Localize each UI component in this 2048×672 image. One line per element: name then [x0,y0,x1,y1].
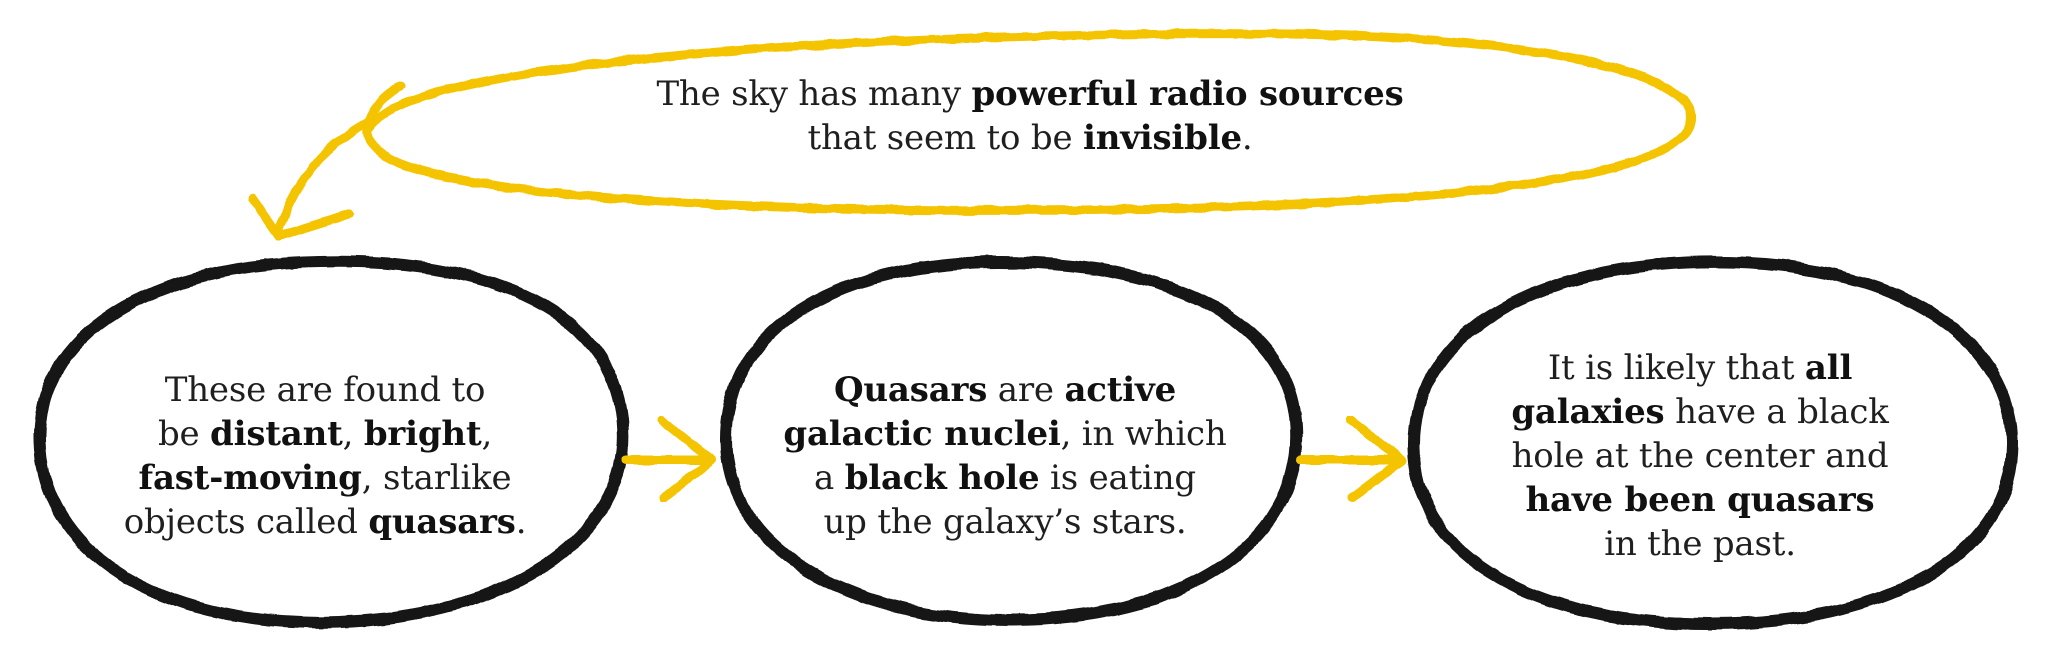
plain-text: The sky has many [656,74,972,114]
middle-text-line: a black hole is eating [740,456,1270,500]
right-text-line: in the past. [1430,522,1970,566]
right-text-line: have been quasars [1430,478,1970,522]
right-node-text: It is likely that all galaxies have a bla… [1430,346,1970,566]
emphasized-text: invisible [1082,118,1242,158]
emphasized-text: powerful radio sources [971,74,1404,114]
left-node-text: These are found to be distant, bright, fas… [60,368,590,544]
plain-text: . [1241,118,1253,158]
emphasized-text: all [1804,348,1853,388]
right-text-line: galaxies have a black [1430,390,1970,434]
plain-text: These are found to [164,370,486,410]
emphasized-text: active [1064,370,1176,410]
emphasized-text: black hole [844,458,1040,498]
plain-text: , [481,414,493,454]
middle-text-line: galactic nuclei, in which [740,412,1270,456]
plain-text: a [814,458,845,498]
emphasized-text: bright [363,414,482,454]
middle-node-text: Quasars are active galactic nuclei, in wh… [740,368,1270,544]
top-text-line: The sky has many powerful radio sources [560,72,1500,116]
top-yellow-ellipse [363,29,1696,215]
arrow-left-to-middle [621,415,717,503]
emphasized-text: fast-moving [138,458,362,498]
right-text-line: hole at the center and [1430,434,1970,478]
emphasized-text: galactic nuclei [783,414,1061,454]
plain-text: that seem to be [807,118,1083,158]
left-text-line: fast-moving, starlike [60,456,590,500]
emphasized-text: quasars [368,502,516,542]
plain-text: , [342,414,364,454]
middle-black-ellipse [720,256,1303,626]
plain-text: are [987,370,1065,410]
plain-text: It is likely that [1547,348,1805,388]
top-text-line: that seem to be invisible. [560,116,1500,160]
emphasized-text: galaxies [1511,392,1665,432]
arrow-middle-to-right [1295,415,1407,503]
right-black-ellipse [1407,255,2019,630]
emphasized-text: have been quasars [1525,480,1875,520]
plain-text: objects called [123,502,369,542]
middle-text-line: Quasars are active [740,368,1270,412]
top-node-text: The sky has many powerful radio sources t… [560,72,1500,160]
right-text-line: It is likely that all [1430,346,1970,390]
emphasized-text: distant [210,414,343,454]
plain-text: , in which [1060,414,1227,454]
plain-text: . [515,502,527,542]
plain-text: up the galaxy’s stars. [823,502,1187,542]
plain-text: , starlike [361,458,512,498]
plain-text: in the past. [1604,524,1796,564]
plain-text: have a black [1664,392,1889,432]
left-black-ellipse [33,255,629,629]
plain-text: be [157,414,211,454]
left-text-line: objects called quasars. [60,500,590,544]
left-text-line: These are found to [60,368,590,412]
middle-text-line: up the galaxy’s stars. [740,500,1270,544]
curved-arrow-to-left [247,113,381,241]
left-text-line: be distant, bright, [60,412,590,456]
emphasized-text: Quasars [833,370,988,410]
plain-text: is eating [1039,458,1196,498]
plain-text: hole at the center and [1511,436,1889,476]
